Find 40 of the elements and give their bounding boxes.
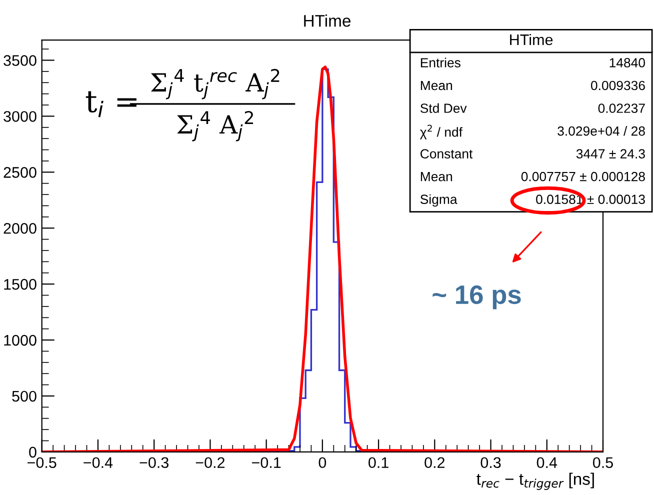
x-tick-label: 0.3 [480, 457, 501, 468]
x-tick-label: 0 [318, 457, 326, 468]
annotation: 0.007757 ± 0.000128 [521, 172, 645, 182]
y-tick-label: 3500 [4, 55, 36, 66]
x-tick-label: −0.5 [28, 457, 56, 468]
annotation: Σ$_{j}$$^{4}$ A$_{j}$$^{2}$ [177, 110, 253, 142]
x-tick-label: 0.5 [592, 457, 613, 468]
text: Σ$_{j}$$^{4}$ t$_{j}$$^{rec}$ A$_{j}$$^{2}$ [150, 68, 280, 100]
annotation: Mean [420, 80, 452, 90]
x-tick-label: 0.2 [424, 457, 444, 468]
annotation: Sigma [420, 194, 458, 207]
text: 14840 [610, 58, 645, 68]
annotation: 3447 ± 24.3 [576, 149, 645, 158]
annotation: χ$^{2}$ / ndf [420, 124, 463, 140]
annotation: Mean [420, 172, 452, 182]
y-tick-label: 1500 [4, 278, 36, 290]
annotation: t$_{i}$ = [86, 91, 136, 118]
annotation: 0.02237 [598, 104, 645, 113]
annotation: 0.01581 ± 0.00013 [536, 194, 645, 204]
x-tick-label: 0.4 [536, 457, 558, 468]
annotation: 3.029e+04 / 28 [558, 126, 645, 136]
annotation: Constant [420, 149, 473, 158]
y-tick-label: 500 [12, 390, 36, 402]
y-tick-label: 0 [29, 446, 36, 458]
x-tick-label: −0.3 [140, 457, 168, 468]
x-tick-label: −0.1 [252, 457, 281, 468]
y-tick-label: 3000 [4, 111, 36, 122]
chart-title: HTime [304, 14, 350, 27]
x-axis-title: t$_{rec}$ − t$_{trigger}$ [ns] [476, 472, 594, 490]
x-tick-label: −0.4 [84, 457, 113, 468]
x-tick-label: 0.1 [368, 457, 388, 468]
y-tick-label: 2500 [4, 167, 36, 178]
x-tick-label: −0.2 [196, 457, 225, 468]
annotation: Entries [420, 58, 460, 68]
y-tick-label: 1000 [4, 334, 36, 346]
annotation: ~ 16 ps [432, 285, 521, 310]
annotation: HTime [510, 34, 553, 46]
annotation: 0.009336 [590, 80, 645, 90]
y-tick-label: 2000 [4, 222, 36, 234]
annotation: Std Dev [420, 103, 467, 113]
